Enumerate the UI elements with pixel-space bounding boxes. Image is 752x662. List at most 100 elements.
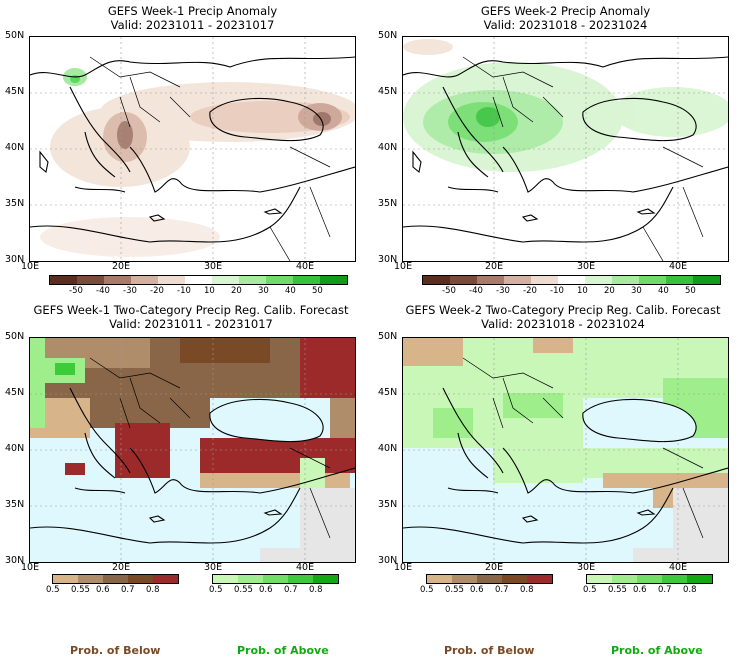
lat-tick-label: 45N bbox=[378, 86, 398, 97]
colorbar-label: 30 bbox=[631, 286, 642, 296]
lat-tick-label: 40N bbox=[378, 142, 398, 153]
grid-lines bbox=[403, 37, 728, 261]
above-colorbar-2 bbox=[586, 574, 713, 584]
colorbar-swatch bbox=[53, 575, 78, 583]
colorbar-label: 0.5 bbox=[420, 585, 434, 595]
panel-1-title: GEFS Week-1 Precip Anomaly bbox=[107, 4, 278, 18]
grid-lines bbox=[30, 338, 355, 562]
colorbar-swatch bbox=[153, 575, 178, 583]
colorbar-swatch bbox=[587, 575, 612, 583]
colorbar-swatch bbox=[131, 276, 158, 284]
colorbar-swatch bbox=[213, 575, 238, 583]
colorbar-swatch bbox=[531, 276, 558, 284]
coastlines bbox=[30, 387, 355, 544]
colorbar-swatch bbox=[693, 276, 720, 284]
panel-4-valid: Valid: 20231018 - 20231024 bbox=[481, 317, 645, 331]
map-week2-anomaly bbox=[402, 36, 729, 262]
prob-above-label-1: Prob. of Above bbox=[237, 644, 329, 657]
colorbar-swatch bbox=[639, 276, 666, 284]
colorbar-label: 30 bbox=[258, 286, 269, 296]
lat-tick-label: 50N bbox=[378, 30, 398, 41]
colorbar-label: 0.7 bbox=[495, 585, 509, 595]
probability-shading bbox=[30, 338, 355, 562]
borders bbox=[89, 56, 331, 261]
lon-tick-label: 20E bbox=[485, 562, 504, 573]
colorbar-label: 0.8 bbox=[309, 585, 323, 595]
colorbar-label: 0.5 bbox=[583, 585, 597, 595]
below-colorbar-2 bbox=[426, 574, 553, 584]
colorbar-swatch bbox=[477, 276, 504, 284]
colorbar-label: -30 bbox=[496, 286, 510, 296]
lat-tick-label: 30N bbox=[378, 555, 398, 566]
lat-tick-label: 35N bbox=[5, 499, 25, 510]
below-colorbar-1 bbox=[52, 574, 179, 584]
colorbar-label: 40 bbox=[658, 286, 669, 296]
borders bbox=[89, 357, 331, 539]
colorbar-label: -40 bbox=[469, 286, 483, 296]
colorbar-swatch bbox=[185, 276, 212, 284]
colorbar-swatch bbox=[585, 276, 612, 284]
anomaly-shading bbox=[403, 39, 728, 172]
colorbar-label: 20 bbox=[231, 286, 242, 296]
colorbar-label: -40 bbox=[96, 286, 110, 296]
anomaly-colorbar-1 bbox=[49, 275, 348, 285]
colorbar-label: 40 bbox=[285, 286, 296, 296]
colorbar-swatch bbox=[452, 575, 477, 583]
map-week2-probability bbox=[402, 337, 729, 563]
colorbar-label: 10 bbox=[204, 286, 215, 296]
lon-tick-label: 10E bbox=[394, 261, 413, 272]
colorbar-swatch bbox=[239, 276, 266, 284]
colorbar-label: 0.55 bbox=[234, 585, 253, 595]
colorbar-swatch bbox=[502, 575, 527, 583]
colorbar-label: 20 bbox=[604, 286, 615, 296]
colorbar-swatch bbox=[263, 575, 288, 583]
colorbar-swatch bbox=[158, 276, 185, 284]
colorbar-swatch bbox=[78, 575, 103, 583]
panel-1-valid: Valid: 20231011 - 20231017 bbox=[110, 18, 275, 32]
colorbar-label: 50 bbox=[685, 286, 696, 296]
colorbar-swatch bbox=[104, 276, 131, 284]
lon-tick-label: 20E bbox=[112, 562, 131, 573]
colorbar-label: 0.6 bbox=[96, 585, 110, 595]
colorbar-swatch bbox=[527, 575, 552, 583]
above-colorbar-1 bbox=[212, 574, 339, 584]
lat-tick-label: 45N bbox=[5, 86, 25, 97]
grid-lines bbox=[403, 338, 728, 562]
colorbar-swatch bbox=[423, 276, 450, 284]
lon-tick-label: 10E bbox=[394, 562, 413, 573]
lat-tick-label: 30N bbox=[5, 555, 25, 566]
colorbar-label: 10 bbox=[577, 286, 588, 296]
lon-tick-label: 20E bbox=[112, 261, 131, 272]
colorbar-label: 0.8 bbox=[520, 585, 534, 595]
borders bbox=[462, 357, 704, 539]
colorbar-label: 0.55 bbox=[445, 585, 464, 595]
lat-tick-label: 45N bbox=[378, 387, 398, 398]
grid-lines bbox=[30, 37, 355, 261]
coastlines bbox=[30, 56, 355, 243]
colorbar-label: 0.7 bbox=[658, 585, 672, 595]
lon-tick-label: 40E bbox=[669, 261, 688, 272]
lat-tick-label: 50N bbox=[378, 331, 398, 342]
colorbar-label: 0.7 bbox=[121, 585, 135, 595]
prob-below-label-1: Prob. of Below bbox=[70, 644, 161, 657]
lon-tick-label: 40E bbox=[669, 562, 688, 573]
map-week1-probability bbox=[29, 337, 356, 563]
colorbar-label: -30 bbox=[123, 286, 137, 296]
colorbar-label: 0.7 bbox=[284, 585, 298, 595]
lat-tick-label: 50N bbox=[5, 30, 25, 41]
lon-tick-label: 20E bbox=[485, 261, 504, 272]
lon-tick-label: 10E bbox=[21, 261, 40, 272]
colorbar-swatch bbox=[293, 276, 320, 284]
colorbar-label: -20 bbox=[523, 286, 537, 296]
colorbar-label: 0.6 bbox=[470, 585, 484, 595]
colorbar-swatch bbox=[477, 575, 502, 583]
lon-tick-label: 30E bbox=[577, 261, 596, 272]
colorbar-swatch bbox=[558, 276, 585, 284]
map-week1-anomaly bbox=[29, 36, 356, 262]
lat-tick-label: 35N bbox=[5, 198, 25, 209]
anomaly-shading bbox=[40, 68, 355, 257]
colorbar-swatch bbox=[212, 276, 239, 284]
colorbar-label: 0.6 bbox=[633, 585, 647, 595]
panel-2-title: GEFS Week-2 Precip Anomaly bbox=[480, 4, 651, 18]
coastlines bbox=[403, 56, 728, 243]
